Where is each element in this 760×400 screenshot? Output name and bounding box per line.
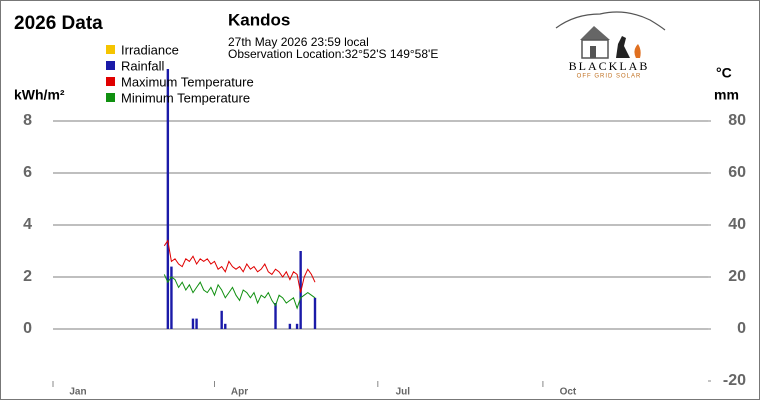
legend-label: Irradiance (121, 42, 179, 57)
line (163, 239, 316, 293)
y2-axis-label: mm (714, 87, 739, 103)
legend-label: Rainfall (121, 58, 164, 73)
x-tick-label: Oct (560, 387, 577, 398)
logo-name: BLACKLAB (569, 59, 650, 73)
x-tick-label: Jan (69, 387, 86, 398)
bar (166, 69, 170, 329)
legend-swatch (106, 93, 115, 102)
logo: BLACKLAB OFF GRID SOLAR (555, 11, 666, 80)
legend-swatch (106, 61, 115, 70)
labels: 0 2 4 6 8 -20 0 20 40 60 80 Jan Apr Jul Oct IrradianceR… (23, 42, 746, 397)
bar (299, 251, 302, 329)
y2-tick-label: 80 (728, 112, 746, 129)
plot (163, 69, 317, 329)
bar (224, 323, 227, 329)
y-tick-label: 6 (23, 164, 32, 181)
bar (288, 323, 292, 329)
station: Kandos (228, 10, 290, 29)
legend-label: Minimum Temperature (121, 90, 250, 105)
x-tick-label: Apr (231, 387, 248, 398)
y2-tick-label: 40 (728, 216, 746, 233)
observation-location: Observation Location:32°52'S 149°58'E (228, 47, 438, 61)
y2-tick-label: 20 (728, 268, 746, 285)
line (163, 274, 316, 310)
legend-swatch (106, 77, 115, 86)
y-tick-label: 0 (23, 320, 32, 337)
bar (274, 303, 277, 329)
chart-title: 2026 Data (14, 13, 103, 34)
grid (53, 120, 708, 330)
legend-swatch (106, 45, 115, 54)
bar (170, 266, 173, 329)
legend-label: Maximum Temperature (121, 74, 254, 89)
bar (313, 297, 317, 329)
y2-tick-label: 60 (728, 164, 746, 181)
y2-tick-label: -20 (723, 372, 746, 389)
y-tick-label: 8 (23, 112, 32, 129)
y-tick-label: 2 (23, 268, 32, 285)
bar (195, 318, 198, 329)
observation-time: 27th May 2026 23:59 local (228, 35, 369, 49)
y-axis-label: kWh/m² (14, 87, 65, 103)
bar (191, 318, 195, 329)
y-tick-label: 4 (23, 216, 32, 233)
bar (295, 323, 299, 329)
y2-axis-label: °C (716, 65, 732, 81)
x-tick-label: Jul (396, 387, 411, 398)
logo-tagline: OFF GRID SOLAR (577, 74, 642, 80)
bar (220, 310, 223, 329)
y2-tick-label: 0 (737, 320, 746, 337)
